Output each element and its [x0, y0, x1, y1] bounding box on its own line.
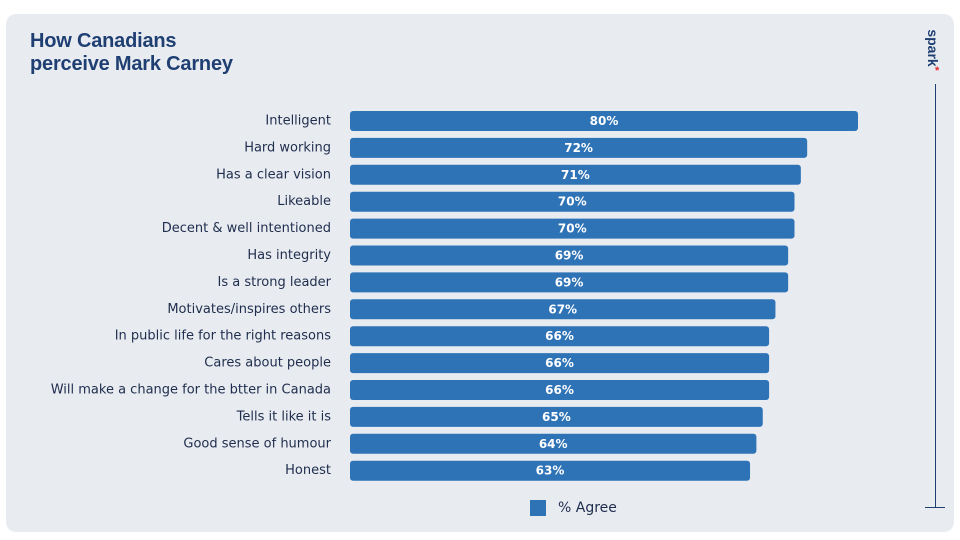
bar — [350, 326, 770, 347]
bar — [350, 272, 789, 293]
bar-value-label: 66% — [545, 383, 574, 397]
bar — [350, 353, 770, 374]
bar-value-label: 71% — [561, 168, 590, 182]
brand-logo: spark * — [920, 26, 946, 76]
side-rule-tick — [925, 507, 945, 508]
category-label: Is a strong leader — [217, 275, 331, 290]
bar-value-label: 69% — [555, 275, 584, 289]
category-label: Has a clear vision — [216, 167, 331, 182]
bar — [350, 245, 789, 266]
brand-star-icon: * — [935, 65, 940, 77]
category-label: Has integrity — [247, 248, 331, 263]
category-label: In public life for the right reasons — [115, 329, 332, 344]
bar-value-label: 69% — [555, 249, 584, 263]
bar — [350, 433, 757, 454]
side-rule — [935, 84, 936, 507]
category-label: Intelligent — [265, 114, 331, 129]
chart-title: How Canadians perceive Mark Carney — [30, 30, 233, 76]
bar — [350, 111, 858, 131]
legend: % Agree — [530, 498, 617, 518]
category-label: Hard working — [244, 140, 331, 155]
bar-value-label: 64% — [539, 437, 568, 451]
legend-label: % Agree — [558, 500, 617, 516]
bar — [350, 218, 795, 239]
category-label: Good sense of humour — [183, 436, 331, 451]
category-label: Likeable — [277, 194, 331, 209]
category-label: Decent & well intentioned — [162, 221, 331, 236]
bar — [350, 137, 808, 158]
bar-value-label: 66% — [545, 356, 574, 370]
category-label: Tells it like it is — [236, 409, 332, 424]
bar — [350, 191, 795, 212]
bar-value-label: 67% — [548, 302, 577, 316]
legend-swatch — [530, 500, 546, 516]
bar — [350, 380, 770, 400]
bar-value-label: 66% — [545, 329, 574, 343]
title-line-2: perceive Mark Carney — [30, 53, 233, 75]
bar-value-label: 70% — [558, 195, 587, 209]
bar-value-label: 70% — [558, 222, 587, 236]
category-label: Honest — [285, 463, 331, 478]
category-label: Motivates/inspires others — [167, 302, 331, 317]
bar-value-label: 63% — [536, 464, 565, 478]
bar-value-label: 80% — [590, 114, 619, 128]
category-label: Will make a change for the btter in Cana… — [51, 383, 331, 398]
bar — [350, 460, 751, 481]
title-line-1: How Canadians — [30, 30, 177, 52]
bar-value-label: 72% — [564, 141, 593, 155]
bar — [350, 406, 763, 427]
bar — [350, 164, 801, 185]
category-label: Cares about people — [204, 356, 331, 371]
bar-value-label: 65% — [542, 410, 571, 424]
bar — [350, 299, 776, 320]
